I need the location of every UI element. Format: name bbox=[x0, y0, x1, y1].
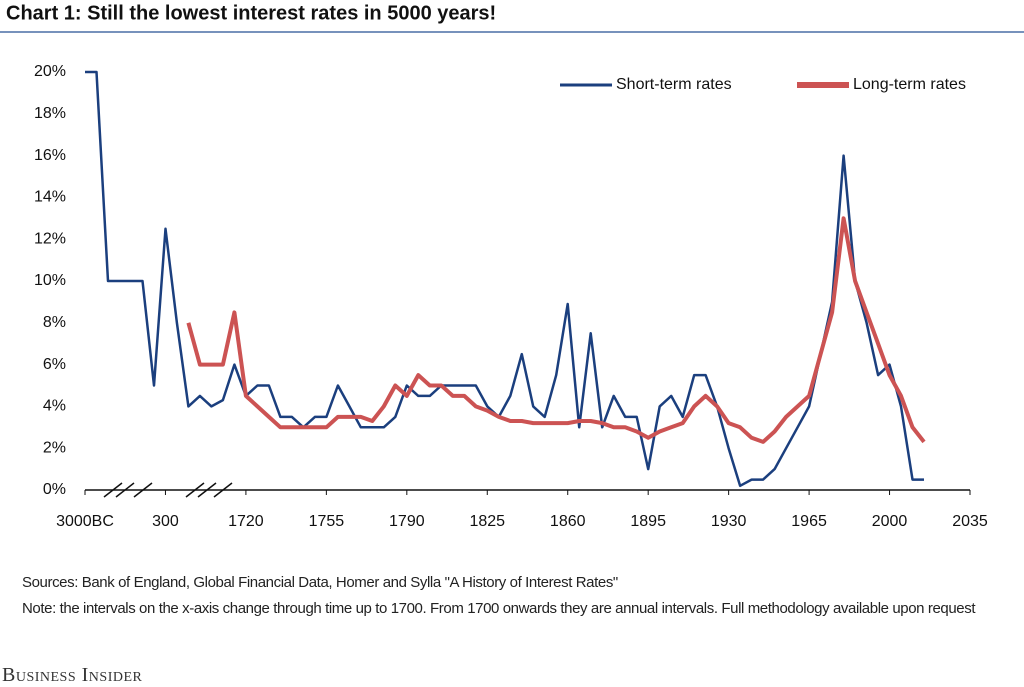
y-tick-label: 6% bbox=[43, 356, 66, 373]
y-tick-label: 14% bbox=[34, 189, 66, 206]
x-tick-label: 1755 bbox=[309, 513, 345, 530]
x-tick-label: 1825 bbox=[469, 513, 505, 530]
series-line bbox=[186, 216, 926, 444]
y-tick-label: 18% bbox=[34, 105, 66, 122]
x-tick-label: 1790 bbox=[389, 513, 425, 530]
x-tick-label: 300 bbox=[152, 513, 179, 530]
y-tick-label: 0% bbox=[43, 481, 66, 498]
y-tick-label: 20% bbox=[34, 63, 66, 80]
y-tick-label: 4% bbox=[43, 398, 66, 415]
chart-title: Chart 1: Still the lowest interest rates… bbox=[6, 2, 496, 24]
chart: Chart 1: Still the lowest interest rates… bbox=[0, 2, 1024, 530]
legend-label: Short-term rates bbox=[616, 76, 732, 93]
x-tick-label: 1860 bbox=[550, 513, 586, 530]
x-tick-label: 1930 bbox=[711, 513, 747, 530]
brand: Business Insider bbox=[2, 664, 143, 686]
y-tick-label: 16% bbox=[34, 147, 66, 164]
sources: Sources: Bank of England, Global Financi… bbox=[22, 574, 618, 591]
y-tick-label: 12% bbox=[34, 230, 66, 247]
series-line bbox=[85, 70, 924, 488]
x-tick-label: 1720 bbox=[228, 513, 264, 530]
x-tick-label: 2035 bbox=[952, 513, 988, 530]
x-tick-label: 1965 bbox=[791, 513, 827, 530]
y-tick-label: 10% bbox=[34, 272, 66, 289]
note: Note: the intervals on the x-axis change… bbox=[22, 600, 976, 617]
x-tick-label: 2000 bbox=[872, 513, 908, 530]
x-tick-label: 1895 bbox=[630, 513, 666, 530]
y-tick-label: 8% bbox=[43, 314, 66, 331]
y-tick-label: 2% bbox=[43, 439, 66, 456]
x-tick-label: 3000BC bbox=[56, 513, 114, 530]
legend-label: Long-term rates bbox=[853, 76, 966, 93]
